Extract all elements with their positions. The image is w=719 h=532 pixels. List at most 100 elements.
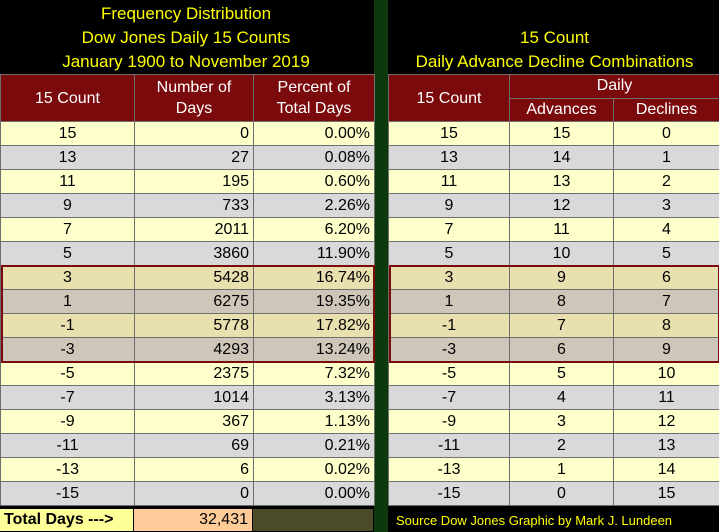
cell-adv: 13 [509,169,614,194]
header-line: Total Days [276,100,352,117]
cell-count: -1 [0,313,135,338]
cell-count: -7 [0,385,135,410]
cell-adv: 7 [509,313,614,338]
cell-count: -13 [388,457,510,482]
cell-count: -9 [388,409,510,434]
cell-days: 733 [134,193,254,218]
cell-days: 3860 [134,241,254,266]
table-row: 9 733 2.26% [0,193,375,218]
title-line-3: January 1900 to November 2019 [62,52,310,71]
total-days-label: Total Days ---> [0,509,133,531]
title-line-1: 15 Count [520,28,589,47]
cell-days: 69 [134,433,254,458]
header-daily: Daily [509,74,719,99]
cell-count: 11 [0,169,135,194]
header-advances: Advances [509,97,614,122]
cell-dec: 8 [613,313,719,338]
frequency-table: 15 Count Number of Days Percent of Total… [0,74,375,506]
table-row: 3 5428 16.74% [0,265,375,290]
table-row: 9 12 3 [388,193,719,218]
header-line: Number of [156,79,232,96]
advance-decline-table: 15 Count Daily Advances Declines 15 15 0 13… [388,74,719,506]
cell-pct: 11.90% [253,241,375,266]
left-table-title: Frequency Distribution Dow Jones Daily 1… [0,2,372,74]
cell-adv: 11 [509,217,614,242]
table-row: -5 5 10 [388,361,719,386]
cell-count: -11 [0,433,135,458]
cell-pct: 16.74% [253,265,375,290]
cell-count: -3 [388,337,510,362]
table-row: 1 6275 19.35% [0,289,375,314]
cell-dec: 12 [613,409,719,434]
table-row: -9 367 1.13% [0,409,375,434]
cell-pct: 0.21% [253,433,375,458]
cell-dec: 7 [613,289,719,314]
table-row: 5 10 5 [388,241,719,266]
cell-count: 5 [0,241,135,266]
cell-dec: 10 [613,361,719,386]
header-percent-of-total: Percent of Total Days [253,74,375,122]
cell-pct: 17.82% [253,313,375,338]
table-row: 11 13 2 [388,169,719,194]
cell-dec: 4 [613,217,719,242]
cell-days: 27 [134,145,254,170]
cell-days: 2375 [134,361,254,386]
cell-pct: 0.00% [253,121,375,146]
cell-pct: 0.00% [253,481,375,506]
cell-pct: 6.20% [253,217,375,242]
cell-pct: 0.02% [253,457,375,482]
cell-count: 13 [388,145,510,170]
table-row: 7 2011 6.20% [0,217,375,242]
table-row: 13 14 1 [388,145,719,170]
cell-count: 1 [0,289,135,314]
cell-pct: 0.08% [253,145,375,170]
cell-days: 0 [134,481,254,506]
table-row: 11 195 0.60% [0,169,375,194]
cell-adv: 4 [509,385,614,410]
cell-days: 6 [134,457,254,482]
column-divider [374,0,388,532]
cell-count: -15 [0,481,135,506]
table-row: -13 1 14 [388,457,719,482]
cell-dec: 9 [613,337,719,362]
cell-dec: 2 [613,169,719,194]
table-row: -9 3 12 [388,409,719,434]
table-row: -15 0 0.00% [0,481,375,506]
cell-count: -1 [388,313,510,338]
cell-count: 11 [388,169,510,194]
frequency-table-body: 15 0 0.00% 13 27 0.08% 11 195 0.60% 9 733 2.26% 7 201… [0,121,375,506]
cell-count: 7 [0,217,135,242]
cell-adv: 10 [509,241,614,266]
header-15-count: 15 Count [388,74,510,122]
table-row: 5 3860 11.90% [0,241,375,266]
cell-pct: 7.32% [253,361,375,386]
table-row: -15 0 15 [388,481,719,506]
cell-dec: 11 [613,385,719,410]
cell-count: 3 [0,265,135,290]
cell-adv: 12 [509,193,614,218]
cell-pct: 19.35% [253,289,375,314]
cell-adv: 15 [509,121,614,146]
cell-pct: 0.60% [253,169,375,194]
cell-count: -9 [0,409,135,434]
right-table-title: 15 Count Daily Advance Decline Combinati… [390,26,719,74]
cell-adv: 8 [509,289,614,314]
cell-dec: 13 [613,433,719,458]
table-row: 7 11 4 [388,217,719,242]
header-line: Days [175,100,213,117]
cell-count: 13 [0,145,135,170]
total-days-value: 32,431 [134,509,252,531]
cell-dec: 15 [613,481,719,506]
table-row: -11 2 13 [388,433,719,458]
cell-count: 7 [388,217,510,242]
table-row: -7 4 11 [388,385,719,410]
header-15-count: 15 Count [0,74,135,122]
cell-days: 6275 [134,289,254,314]
title-line-2: Daily Advance Decline Combinations [415,52,694,71]
cell-pct: 1.13% [253,409,375,434]
cell-count: -11 [388,433,510,458]
cell-adv: 1 [509,457,614,482]
table-row: -3 4293 13.24% [0,337,375,362]
cell-adv: 3 [509,409,614,434]
